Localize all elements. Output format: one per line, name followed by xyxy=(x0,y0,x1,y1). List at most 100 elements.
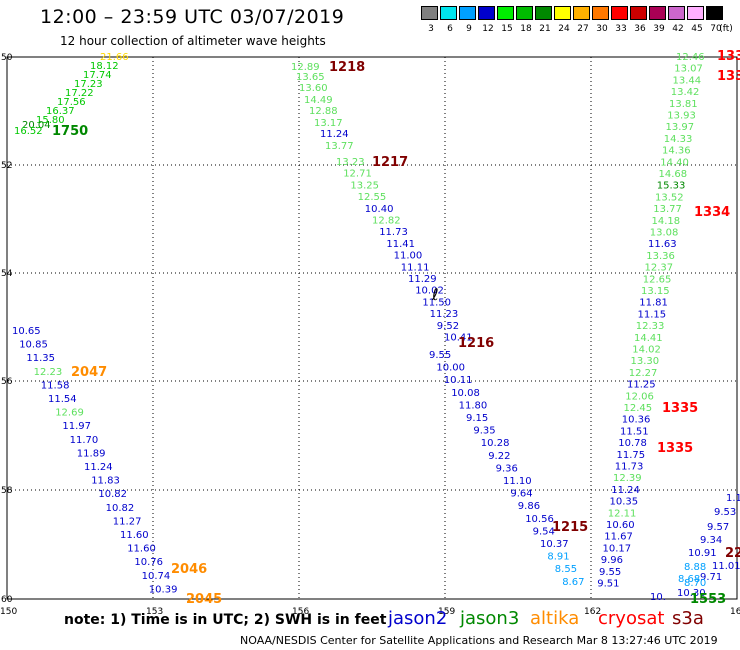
swh-value: 11.25 xyxy=(627,380,656,391)
swh-value: 17.74 xyxy=(83,70,112,81)
swh-value: 14.68 xyxy=(659,169,688,180)
swh-value: 12.45 xyxy=(624,403,653,414)
color-scale-label: (ft) xyxy=(719,24,733,34)
swh-value: 1.1 xyxy=(726,493,740,504)
swh-value: 11.60 xyxy=(127,544,156,555)
color-swatch xyxy=(516,6,533,20)
page-subtitle: 12 hour collection of altimeter wave hei… xyxy=(60,34,326,48)
color-swatch xyxy=(611,6,628,20)
color-swatch xyxy=(535,6,552,20)
swh-value: 12.23 xyxy=(34,367,63,378)
swh-value: 8.88 xyxy=(684,562,706,573)
lat-tick-label: 50 xyxy=(1,53,13,63)
swh-value: 9.22 xyxy=(488,451,510,462)
color-scale-label: 39 xyxy=(653,24,665,34)
satellite-legend-item: s3a xyxy=(672,608,704,629)
swh-value: 9.55 xyxy=(429,350,451,361)
swh-value: 11.00 xyxy=(394,251,423,262)
swh-value: 9.57 xyxy=(707,522,729,533)
color-swatch xyxy=(459,6,476,20)
swh-value: 10.28 xyxy=(481,438,510,449)
swh-value: 9.34 xyxy=(700,535,722,546)
swh-value: 13.07 xyxy=(674,64,703,75)
color-scale-label: 33 xyxy=(615,24,627,34)
swh-value: 13.93 xyxy=(667,111,696,122)
pass-time-label: 1553 xyxy=(690,592,726,607)
swh-value: 13.97 xyxy=(666,122,695,133)
swh-value: 13.17 xyxy=(314,118,343,129)
swh-value: 17.22 xyxy=(65,88,94,99)
lat-tick-label: 56 xyxy=(1,377,13,387)
swh-value: 11.89 xyxy=(77,448,106,459)
pass-time-label: 1750 xyxy=(52,124,88,139)
swh-value: 17.23 xyxy=(74,79,103,90)
swh-value: 10.91 xyxy=(688,548,717,559)
swh-value: 9.51 xyxy=(597,579,619,590)
swh-value: 12.27 xyxy=(629,368,658,379)
page-title: 12:00 – 23:59 UTC 03/07/2019 xyxy=(40,6,345,28)
swh-value: 13.77 xyxy=(325,141,354,152)
swh-value: 9.54 xyxy=(533,526,555,537)
satellite-legend-item: jason2 xyxy=(388,608,448,629)
map-frame xyxy=(6,56,738,600)
swh-value: 9.53 xyxy=(714,507,736,518)
color-scale-label: 3 xyxy=(428,24,434,34)
swh-value: 11.35 xyxy=(26,353,55,364)
swh-value: 16.52 xyxy=(14,126,43,137)
lon-tick-label: 150 xyxy=(0,607,17,617)
swh-value: 12.71 xyxy=(343,169,372,180)
swh-value: 11.24 xyxy=(84,462,113,473)
credit-line: NOAA/NESDIS Center for Satellite Applica… xyxy=(240,634,718,647)
lon-tick-label: 159 xyxy=(438,607,455,617)
swh-value: 12.06 xyxy=(625,391,654,402)
swh-value: 10.02 xyxy=(415,286,444,297)
color-scale-label: 45 xyxy=(691,24,703,34)
color-scale-label: 42 xyxy=(672,24,684,34)
color-scale-label: 6 xyxy=(447,24,453,34)
swh-value: 12.11 xyxy=(608,508,637,519)
swh-value: 21.66 xyxy=(100,52,129,63)
swh-value: 12.88 xyxy=(309,106,338,117)
swh-value: 12.89 xyxy=(291,62,320,73)
swh-value: 11.51 xyxy=(620,426,649,437)
swh-value: 11.15 xyxy=(638,309,667,320)
swh-value: 11.01 xyxy=(712,561,740,572)
color-scale-label: 21 xyxy=(539,24,551,34)
pass-time-label: 133 xyxy=(717,69,740,84)
swh-value: 9.35 xyxy=(473,426,495,437)
swh-value: 13.23 xyxy=(336,157,365,168)
satellite-legend-item: cryosat xyxy=(598,608,665,629)
color-swatch xyxy=(573,6,590,20)
swh-value: 11.80 xyxy=(459,400,488,411)
color-swatch xyxy=(706,6,723,20)
swh-value: 11.75 xyxy=(617,450,646,461)
lat-tick-label: 54 xyxy=(1,269,13,279)
swh-value: 12.39 xyxy=(613,473,642,484)
color-swatch xyxy=(497,6,514,20)
axis-tick-labels: 150 153 156 159 162 165 50 52 54 56 58 60 xyxy=(0,53,740,617)
pass-time-label: 1335 xyxy=(662,401,698,416)
swh-value: 10.40 xyxy=(365,204,394,215)
swh-value: 17.56 xyxy=(57,97,86,108)
lon-tick-label: 156 xyxy=(292,607,309,617)
lat-tick-label: 58 xyxy=(1,486,13,496)
swh-value: 9.52 xyxy=(437,321,459,332)
swh-value: 11.24 xyxy=(611,485,640,496)
color-swatch xyxy=(554,6,571,20)
swh-value: 14.41 xyxy=(634,333,663,344)
swh-value: 11.67 xyxy=(604,532,633,543)
swh-value: 13.60 xyxy=(299,83,328,94)
color-scale-label: 15 xyxy=(501,24,513,34)
swh-value: 8.91 xyxy=(547,552,569,563)
swh-value: 10.00 xyxy=(436,363,465,374)
pass-time-label: 1218 xyxy=(329,60,365,75)
swh-value: 10.37 xyxy=(540,539,569,550)
pass-time-label: 1334 xyxy=(694,205,730,220)
color-swatch xyxy=(592,6,609,20)
swh-value: 9.86 xyxy=(518,501,540,512)
swh-value: 20.04 xyxy=(22,120,51,131)
swh-value: 8.68 xyxy=(678,574,700,585)
swh-value: 9.96 xyxy=(601,555,623,566)
swh-value: 8.67 xyxy=(562,577,584,588)
